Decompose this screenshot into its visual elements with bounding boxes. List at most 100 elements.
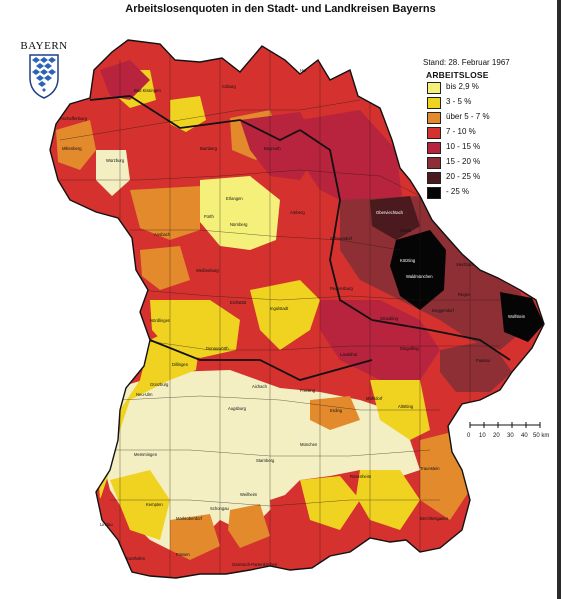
- legend-title: ARBEITSLOSE: [426, 70, 489, 80]
- district-label: Waldmünchen: [406, 274, 433, 279]
- district-area: [500, 292, 544, 342]
- district-area: [440, 340, 512, 392]
- district-area: [100, 60, 150, 100]
- district-label: Viechtach: [456, 262, 475, 267]
- district-label: Wolfstein: [508, 314, 526, 319]
- district-area: [370, 196, 420, 240]
- district-label: Lindau: [100, 522, 113, 527]
- region-border: [371, 319, 511, 361]
- district-label: Kempten: [146, 502, 163, 507]
- district-label: Traunstein: [420, 466, 440, 471]
- district-label: Freising: [300, 388, 316, 393]
- district-label: Erding: [330, 408, 343, 413]
- district-label: Memmingen: [134, 452, 158, 457]
- district-area: [390, 230, 446, 310]
- scale-bar: 0 10 20 30 40 50 km: [467, 422, 549, 439]
- district-label: Coburg: [222, 84, 236, 89]
- legend-swatch: [427, 187, 441, 199]
- legend-item: über 5 - 7 %: [426, 110, 546, 125]
- scale-label: 10: [479, 433, 486, 439]
- region-border: [299, 129, 373, 321]
- legend-item: - 25 %: [426, 185, 546, 200]
- legend-label: 10 - 15 %: [446, 142, 481, 151]
- legend-label: 15 - 20 %: [446, 157, 481, 166]
- district-label: Nördlingen: [150, 318, 171, 323]
- district-label: Miltenberg: [62, 146, 82, 151]
- district-border: [139, 289, 500, 301]
- district-label: Straubing: [380, 316, 399, 321]
- region-border: [89, 95, 301, 142]
- district-label: Eichstätt: [230, 300, 247, 305]
- legend-label: 3 - 5 %: [446, 97, 472, 106]
- legend-label: - 25 %: [446, 187, 470, 196]
- district-label: Sonthofen: [126, 556, 146, 561]
- district-area: [300, 110, 402, 210]
- scale-label: 50 km: [533, 433, 549, 439]
- district-label: Marktoberdorf: [176, 516, 203, 521]
- map-date: Stand: 28. Februar 1967: [423, 58, 510, 67]
- district-border: [60, 169, 421, 197]
- legend-label: 20 - 25 %: [446, 172, 481, 181]
- district-label: Garmisch-Partenkirchen: [232, 562, 278, 567]
- district-label: Erlangen: [226, 196, 243, 201]
- legend-swatch: [427, 82, 441, 94]
- district-area: [320, 300, 440, 380]
- district-label: Regensburg: [330, 286, 353, 291]
- district-label: Cham: [400, 228, 412, 233]
- bavaria-logo: BAYERN: [18, 40, 70, 105]
- district-label: Bamberg: [200, 146, 218, 151]
- district-label: Regen: [458, 292, 471, 297]
- district-label: Schwandorf: [330, 236, 353, 241]
- district-area: [228, 504, 270, 548]
- district-border: [59, 99, 361, 141]
- district-label: Augsburg: [228, 406, 247, 411]
- district-area: [96, 150, 130, 196]
- district-label: Füssen: [176, 552, 190, 557]
- district-label: Hof: [300, 68, 307, 73]
- district-border: [139, 339, 500, 351]
- district-label: Dillingen: [172, 362, 189, 367]
- legend-swatch: [427, 142, 441, 154]
- district-label: Neu-Ulm: [136, 392, 153, 397]
- district-label: Fürth: [204, 214, 214, 219]
- region-border: [149, 339, 373, 381]
- district-label: Schongau: [210, 506, 230, 511]
- legend-label: über 5 - 7 %: [446, 112, 490, 121]
- district-area: [170, 514, 220, 560]
- legend-label: bis 2,9 %: [446, 82, 479, 91]
- legend-label: 7 - 10 %: [446, 127, 476, 136]
- district-label: Würzburg: [106, 158, 125, 163]
- district-label: Berchtesgaden: [420, 516, 449, 521]
- legend-swatch: [427, 112, 441, 124]
- scale-label: 0: [467, 433, 471, 439]
- district-label: Starnberg: [256, 458, 275, 463]
- scale-label: 20: [493, 433, 500, 439]
- district-label: Ingolstadt: [270, 306, 289, 311]
- district-label: Aichach: [252, 384, 268, 389]
- district-label: Günzburg: [150, 382, 169, 387]
- district-label: Aschaffenburg: [60, 116, 88, 121]
- district-area: [130, 186, 200, 240]
- district-label: Deggendorf: [432, 308, 455, 313]
- district-label: Weilheim: [240, 492, 258, 497]
- scale-label: 40: [521, 433, 528, 439]
- district-area: [250, 280, 320, 350]
- district-label: Altötting: [398, 404, 414, 409]
- legend-item: 20 - 25 %: [426, 170, 546, 185]
- legend-swatch: [427, 97, 441, 109]
- logo-text: BAYERN: [20, 40, 68, 52]
- district-label: Amberg: [290, 210, 305, 215]
- legend-item: 15 - 20 %: [426, 155, 546, 170]
- district-area: [150, 300, 240, 358]
- district-area: [96, 330, 200, 500]
- region-borders: [89, 95, 511, 381]
- district-area: [140, 246, 190, 290]
- legend-item: 10 - 15 %: [426, 140, 546, 155]
- legend-swatch: [427, 172, 441, 184]
- district-area: [170, 96, 206, 132]
- district-label: Passau: [476, 358, 491, 363]
- legend: ARBEITSLOSE bis 2,9 % 3 - 5 % über 5 - 7…: [426, 70, 546, 200]
- district-label: Bayreuth: [264, 146, 281, 151]
- district-area: [110, 470, 170, 540]
